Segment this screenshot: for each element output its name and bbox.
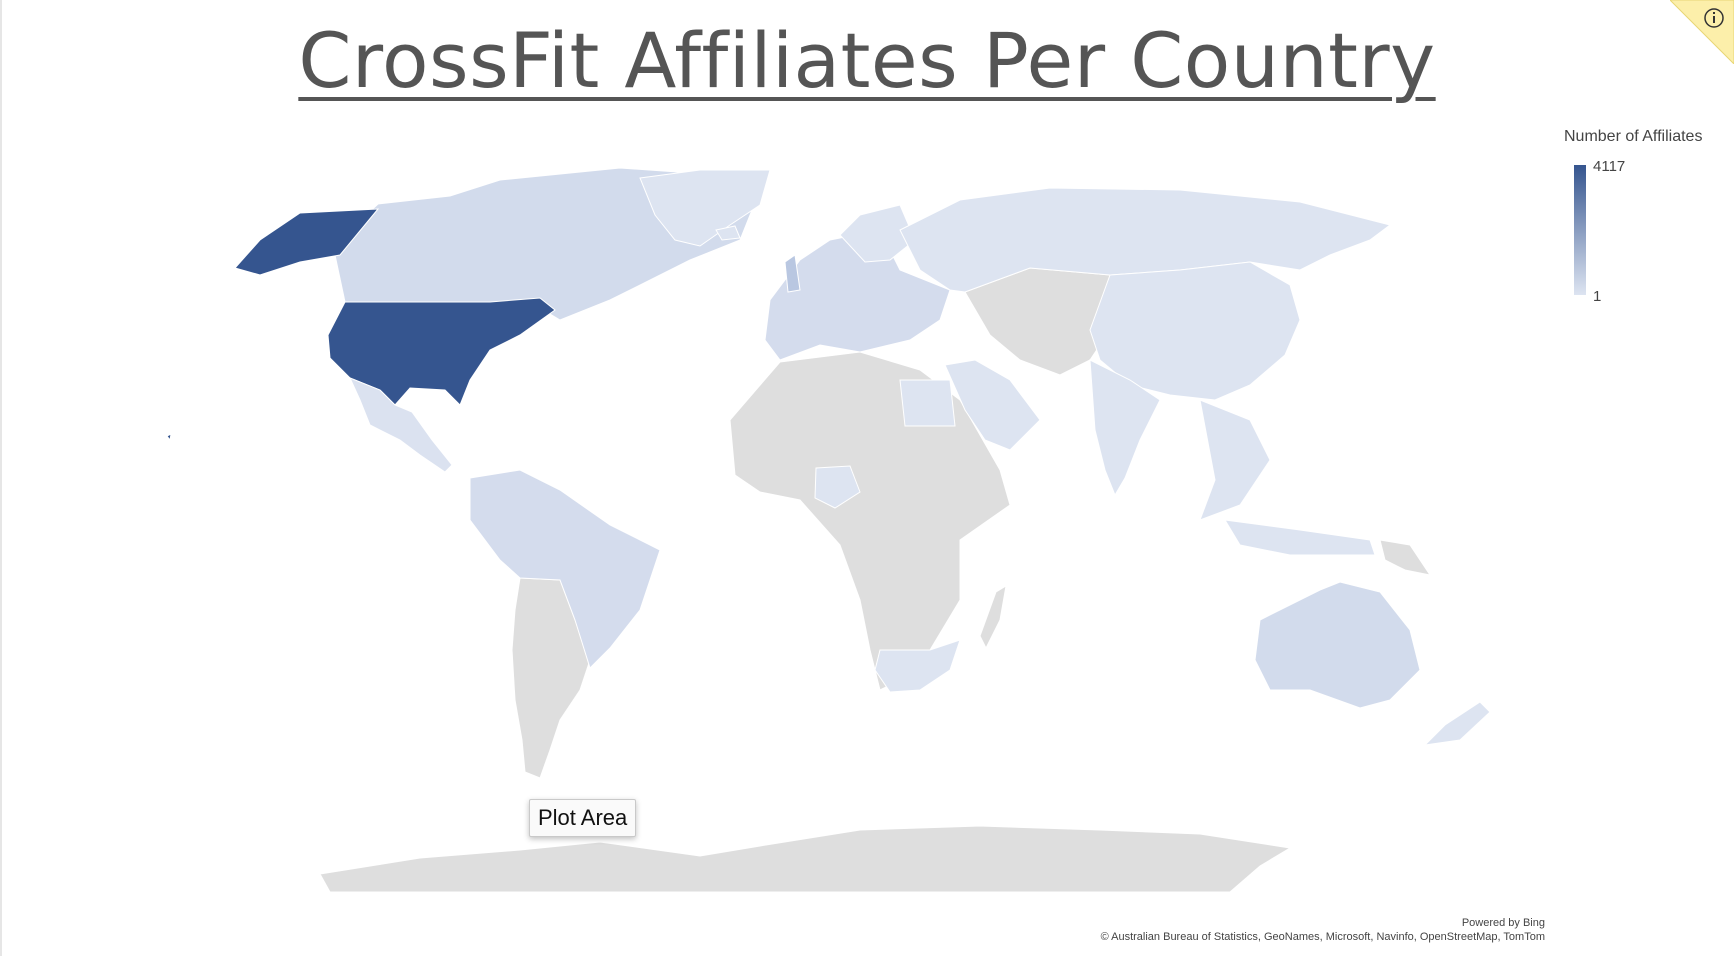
chart-title: CrossFit Affiliates Per Country: [298, 16, 1436, 105]
region-antarctica: [319, 825, 1292, 893]
region-nigeria: [814, 465, 861, 509]
region-iceland: [715, 225, 741, 241]
credits-attribution: © Australian Bureau of Statistics, GeoNa…: [1100, 931, 1545, 943]
legend-min-label: 1: [1593, 288, 1602, 305]
map-credits: Powered by Bing © Australian Bureau of S…: [1101, 916, 1545, 944]
region-united-kingdom: [784, 254, 801, 293]
region-india: [1089, 359, 1161, 497]
legend-color-scale: [1574, 165, 1586, 295]
region-greenland: [639, 169, 771, 247]
region-east-asia: [1089, 261, 1301, 401]
region-middle-east: [944, 359, 1041, 451]
region-madagascar: [979, 585, 1007, 650]
region-new-zealand: [1423, 701, 1491, 746]
legend-title: Number of Affiliates: [1564, 128, 1703, 145]
plot-area-tooltip: Plot Area: [529, 799, 637, 837]
region-alaska: [234, 208, 380, 276]
region-egypt: [899, 379, 956, 427]
region-southern-africa: [874, 639, 961, 693]
credits-powered-by: Powered by Bing: [1461, 917, 1545, 929]
region-mexico: [349, 377, 453, 473]
region-indonesia: [1224, 519, 1376, 556]
region-hawaii: [166, 433, 172, 442]
region-russia: [899, 187, 1392, 293]
region-australia: [1254, 581, 1421, 709]
region-europe: [764, 229, 951, 361]
region-southeast-asia: [1199, 399, 1271, 521]
info-icon[interactable]: [1670, 0, 1734, 64]
legend-max-label: 4117: [1593, 158, 1626, 175]
region-papua: [1379, 539, 1432, 576]
region-south-america-north: [469, 469, 661, 669]
region-united-states: [327, 297, 556, 406]
